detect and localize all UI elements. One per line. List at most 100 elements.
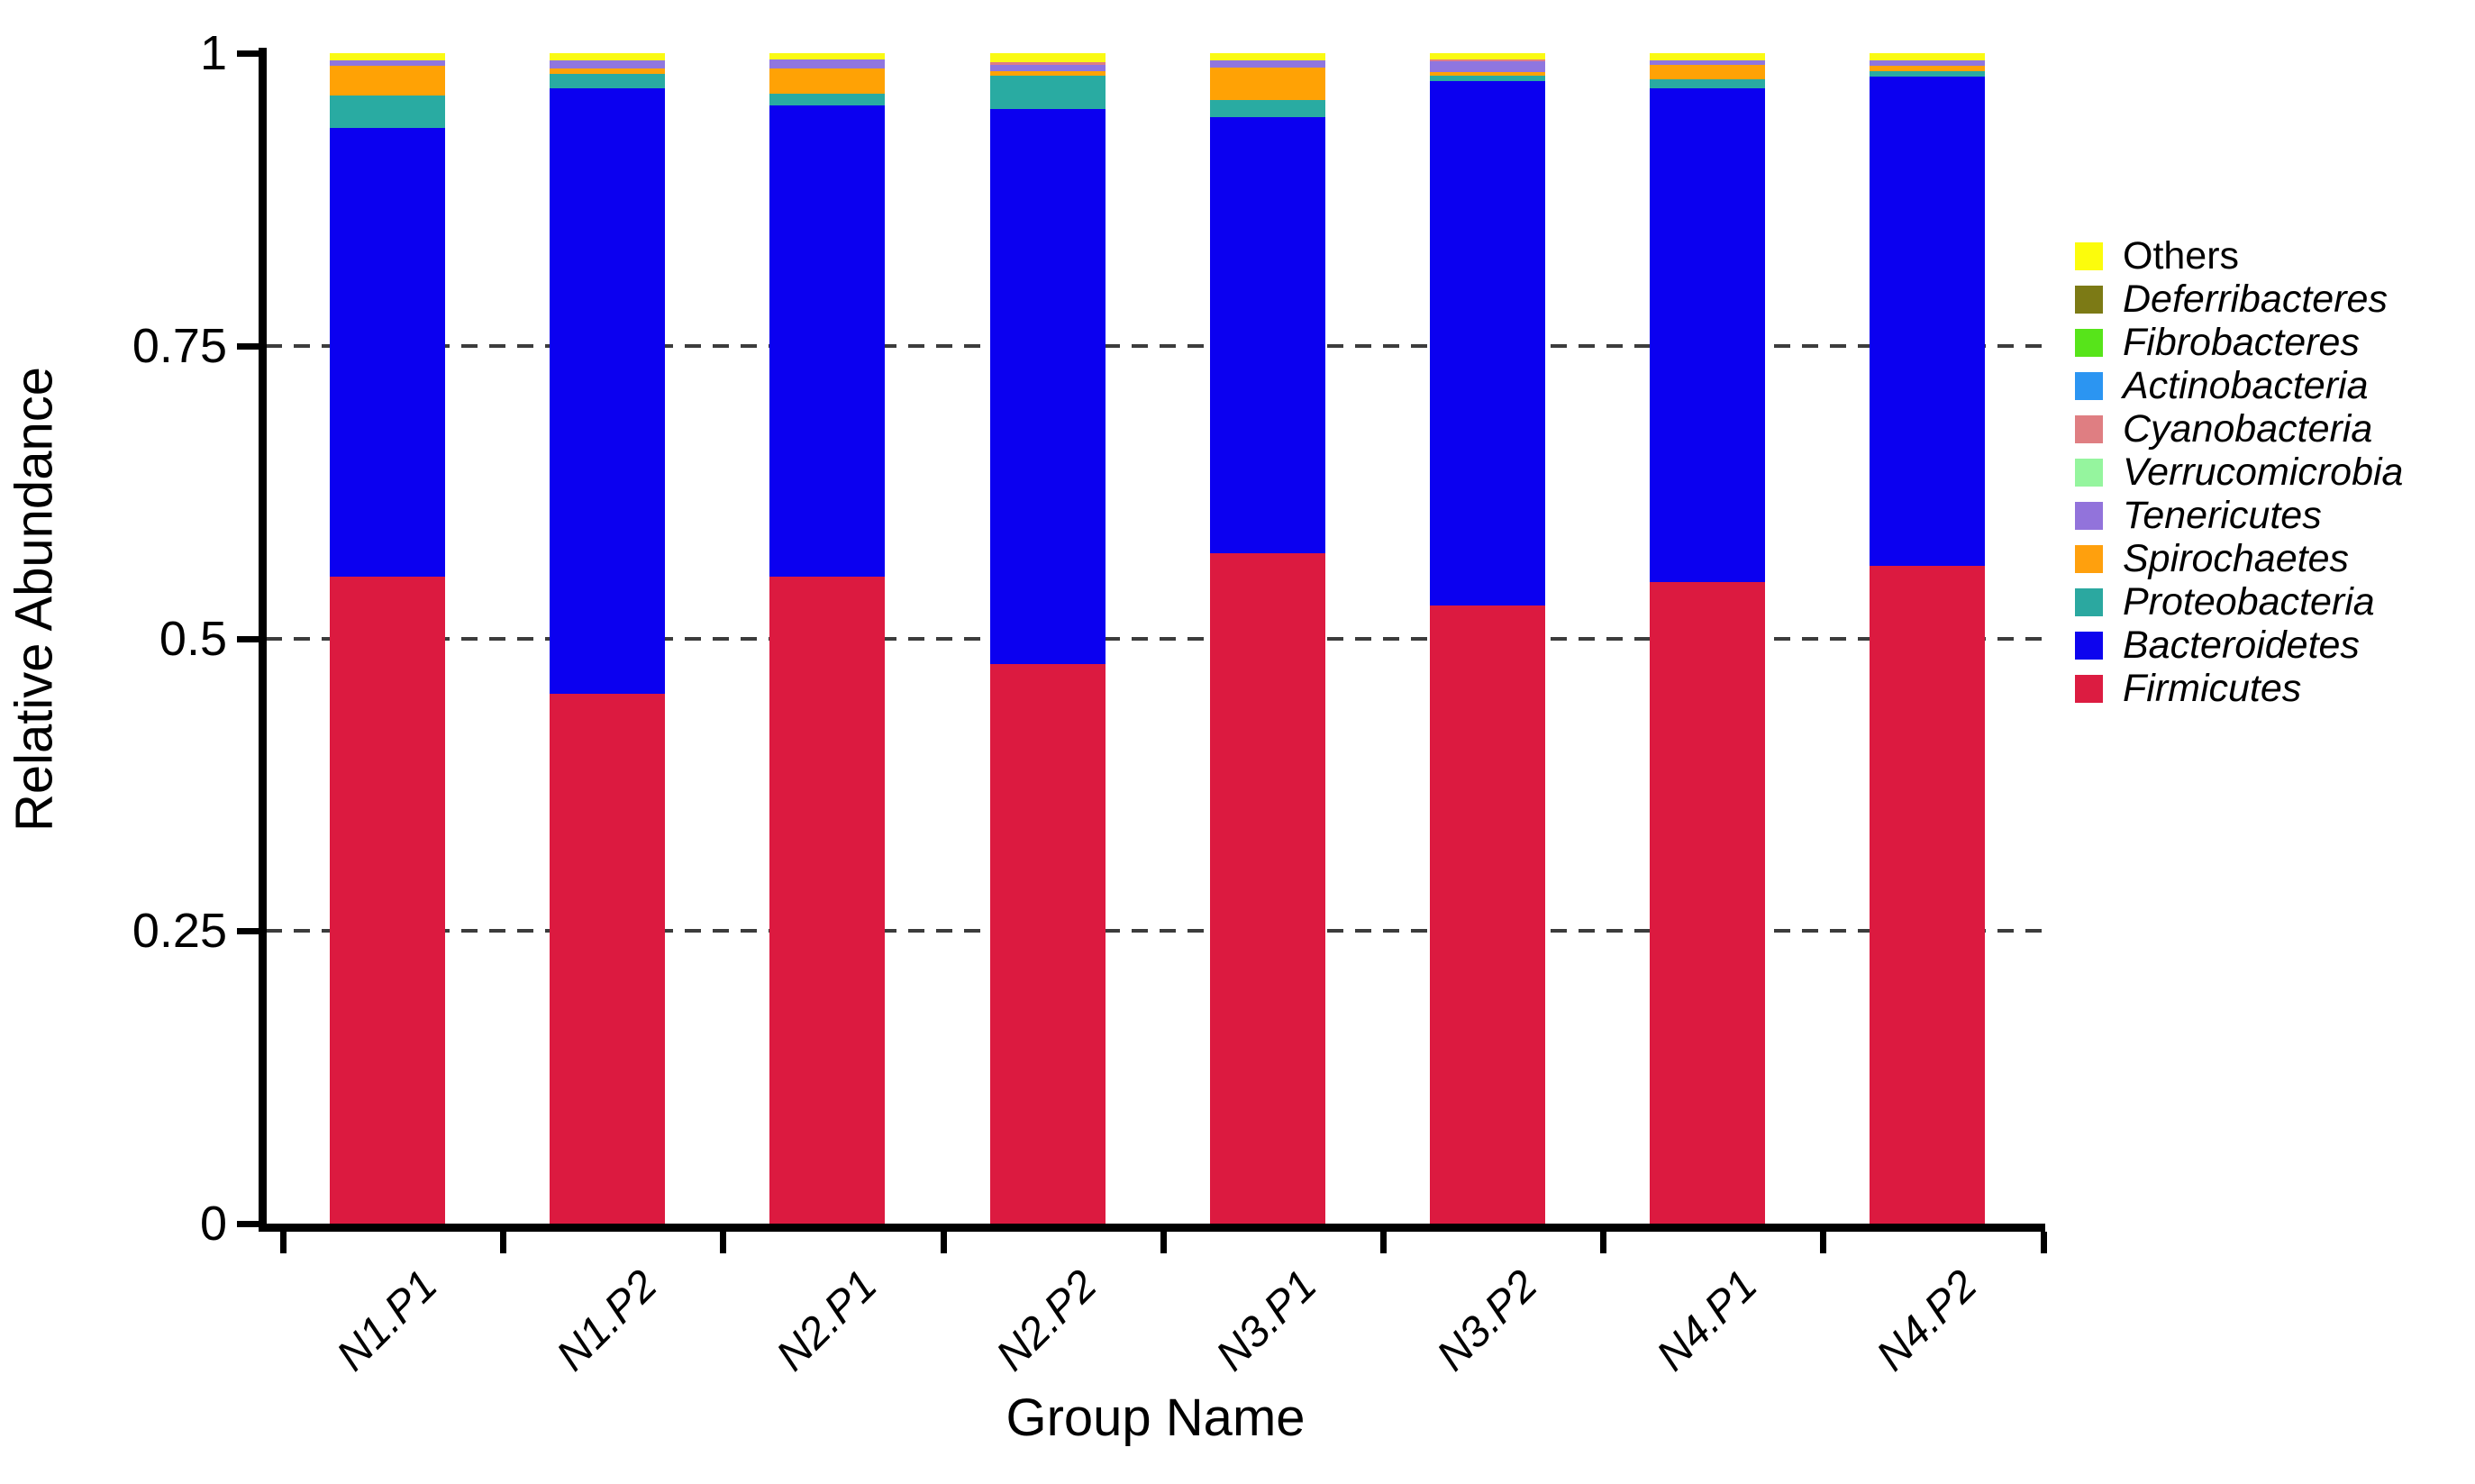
bar-N1.P1 — [330, 53, 445, 1224]
legend-swatch-cyanobacteria — [2075, 414, 2103, 443]
legend-item-bacteroidetes: Bacteroidetes — [2075, 624, 2403, 667]
y-tick-label-0.5: 0.5 — [159, 611, 227, 666]
legend-item-firmicutes: Firmicutes — [2075, 667, 2403, 710]
bar-segment-others — [989, 53, 1106, 63]
x-tick-1 — [500, 1232, 507, 1253]
bar-segment-cyanobacteria — [1430, 59, 1545, 62]
bar-N1.P2 — [550, 53, 666, 1224]
legend-item-fibrobacteres: Fibrobacteres — [2075, 321, 2403, 364]
bar-segment-spirochaetes — [1650, 65, 1766, 79]
bar-segment-spirochaetes — [1430, 71, 1545, 76]
legend-item-spirochaetes: Spirochaetes — [2075, 537, 2403, 580]
legend-label: Tenericutes — [2123, 494, 2322, 537]
y-tick-label-0.75: 0.75 — [132, 318, 227, 373]
bar-segment-spirochaetes — [1870, 66, 1986, 71]
bar-N2.P1 — [769, 53, 886, 1224]
bar-segment-proteobacteria — [330, 95, 445, 129]
bar-segment-tenericutes — [550, 59, 666, 68]
bar-segment-firmicutes — [989, 664, 1106, 1224]
bar-segment-others — [1650, 53, 1766, 60]
bar-segment-spirochaetes — [989, 70, 1106, 76]
x-tick-8 — [2040, 1232, 2047, 1253]
x-tick-label-N1.P1: N1.P1 — [327, 1261, 447, 1380]
bar-segment-proteobacteria — [769, 94, 886, 106]
legend: Others Deferribacteres Fibrobacteres Actino… — [2075, 234, 2403, 710]
x-tick-label-N3.P2: N3.P2 — [1427, 1261, 1547, 1380]
legend-label: Spirochaetes — [2123, 537, 2349, 580]
legend-label: Fibrobacteres — [2123, 321, 2360, 364]
legend-swatch-tenericutes — [2075, 501, 2103, 530]
y-axis-line — [259, 48, 267, 1232]
y-tick-label-0: 0 — [199, 1197, 227, 1251]
legend-swatch-bacteroidetes — [2075, 631, 2103, 660]
x-axis-line — [259, 1224, 2045, 1232]
x-tick-3 — [940, 1232, 947, 1253]
bar-segment-tenericutes — [769, 59, 886, 68]
bar-segment-others — [330, 53, 445, 60]
y-axis-title: Relative Abundance — [5, 367, 64, 832]
bar-segment-firmicutes — [1870, 565, 1986, 1224]
legend-item-verrucomicrobia: Verrucomicrobia — [2075, 451, 2403, 494]
legend-label: Bacteroidetes — [2123, 624, 2360, 667]
y-tick-label-0.25: 0.25 — [132, 904, 227, 959]
bar-N4.P2 — [1870, 53, 1986, 1224]
bar-segment-others — [1209, 53, 1325, 60]
bar-segment-bacteroidetes — [1430, 81, 1545, 606]
legend-label: Cyanobacteria — [2123, 407, 2373, 451]
bar-segment-tenericutes — [1870, 59, 1986, 67]
bar-segment-firmicutes — [1209, 552, 1325, 1224]
bar-segment-bacteroidetes — [550, 87, 666, 694]
x-tick-label-N1.P2: N1.P2 — [547, 1261, 667, 1380]
bar-segment-tenericutes — [1650, 59, 1766, 66]
x-tick-0 — [280, 1232, 287, 1253]
bar-segment-spirochaetes — [1209, 67, 1325, 100]
legend-label: Firmicutes — [2123, 667, 2302, 710]
legend-item-tenericutes: Tenericutes — [2075, 494, 2403, 537]
bar-segment-proteobacteria — [1870, 70, 1986, 77]
bar-N3.P1 — [1209, 53, 1325, 1224]
legend-swatch-deferribacteres — [2075, 285, 2103, 314]
legend-item-cyanobacteria: Cyanobacteria — [2075, 407, 2403, 451]
gridline-0.25 — [266, 929, 2045, 933]
x-tick-label-N4.P1: N4.P1 — [1647, 1261, 1767, 1380]
legend-item-proteobacteria: Proteobacteria — [2075, 580, 2403, 624]
x-tick-label-N2.P2: N2.P2 — [987, 1261, 1106, 1380]
bar-segment-firmicutes — [550, 693, 666, 1224]
y-tick-0 — [237, 1221, 259, 1227]
bar-segment-proteobacteria — [1209, 99, 1325, 118]
legend-item-others: Others — [2075, 234, 2403, 278]
bar-segment-bacteroidetes — [989, 109, 1106, 665]
y-tick-1 — [237, 50, 259, 57]
legend-label: Others — [2123, 234, 2240, 278]
bar-segment-proteobacteria — [1430, 75, 1545, 82]
bar-segment-bacteroidetes — [1870, 77, 1986, 566]
bar-segment-bacteroidetes — [1209, 117, 1325, 553]
x-tick-6 — [1600, 1232, 1607, 1253]
x-tick-label-N4.P2: N4.P2 — [1867, 1261, 1987, 1380]
x-axis-title: Group Name — [1005, 1388, 1306, 1447]
legend-item-deferribacteres: Deferribacteres — [2075, 278, 2403, 321]
gridline-0.5 — [266, 636, 2045, 641]
legend-label: Proteobacteria — [2123, 580, 2375, 624]
bar-segment-others — [769, 53, 886, 59]
bar-segment-firmicutes — [330, 576, 445, 1224]
bar-segment-bacteroidetes — [769, 105, 886, 577]
legend-swatch-actinobacteria — [2075, 371, 2103, 400]
y-tick-label-1: 1 — [199, 26, 227, 80]
bar-segment-tenericutes — [989, 65, 1106, 71]
bar-segment-others — [1870, 53, 1986, 60]
bar-segment-others — [550, 53, 666, 60]
gridline-0.75 — [266, 343, 2045, 348]
legend-swatch-firmicutes — [2075, 674, 2103, 703]
legend-item-actinobacteria: Actinobacteria — [2075, 364, 2403, 407]
x-tick-7 — [1820, 1232, 1827, 1253]
bar-segment-tenericutes — [1209, 59, 1325, 68]
legend-swatch-others — [2075, 241, 2103, 270]
x-tick-2 — [720, 1232, 727, 1253]
plot-area — [237, 48, 2047, 1253]
bar-segment-spirochaetes — [550, 68, 666, 75]
legend-label: Actinobacteria — [2123, 364, 2369, 407]
y-tick-0.5 — [237, 635, 259, 642]
bar-segment-spirochaetes — [769, 68, 886, 95]
